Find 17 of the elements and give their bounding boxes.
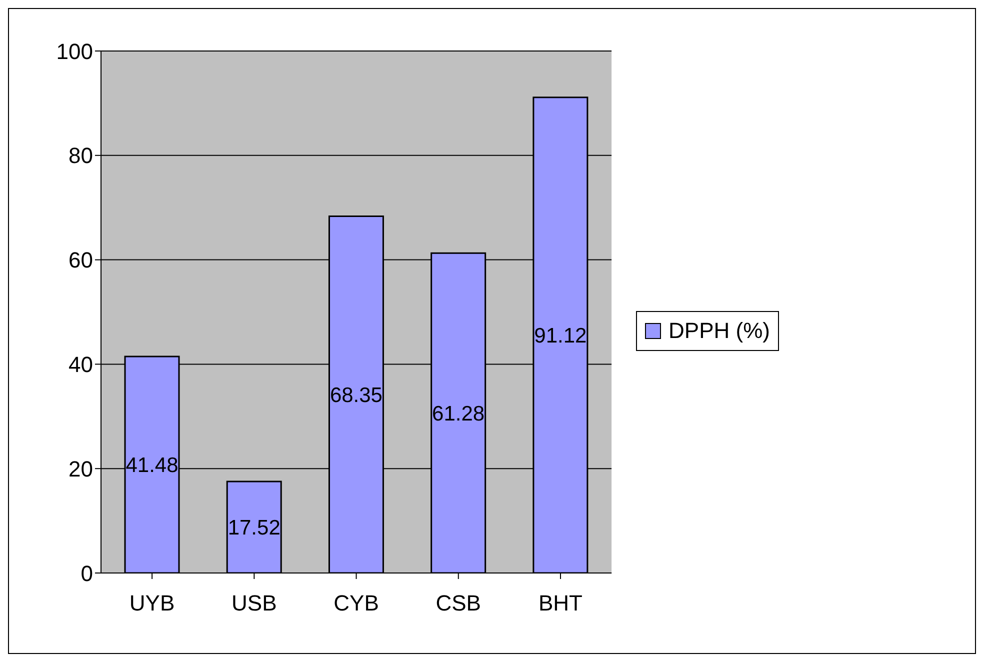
data-label: 91.12 xyxy=(534,324,587,348)
y-tick-label: 0 xyxy=(80,560,93,586)
x-tick-label: CSB xyxy=(436,590,482,616)
x-tick-label: BHT xyxy=(538,590,582,616)
y-tick-label: 40 xyxy=(68,352,93,378)
y-tick-label: 20 xyxy=(68,456,93,482)
data-label: 68.35 xyxy=(330,384,382,408)
y-tick-label: 60 xyxy=(68,248,93,273)
y-tick-label: 100 xyxy=(56,38,93,64)
y-tick-label: 80 xyxy=(68,143,93,168)
data-label: 17.52 xyxy=(228,516,280,540)
data-label: 61.28 xyxy=(432,402,485,426)
x-tick-label: USB xyxy=(232,590,277,616)
legend-label: DPPH (%) xyxy=(668,318,770,344)
x-tick-label: CYB xyxy=(334,590,379,616)
x-tick-label: UYB xyxy=(129,590,175,616)
data-label: 41.48 xyxy=(126,454,178,478)
